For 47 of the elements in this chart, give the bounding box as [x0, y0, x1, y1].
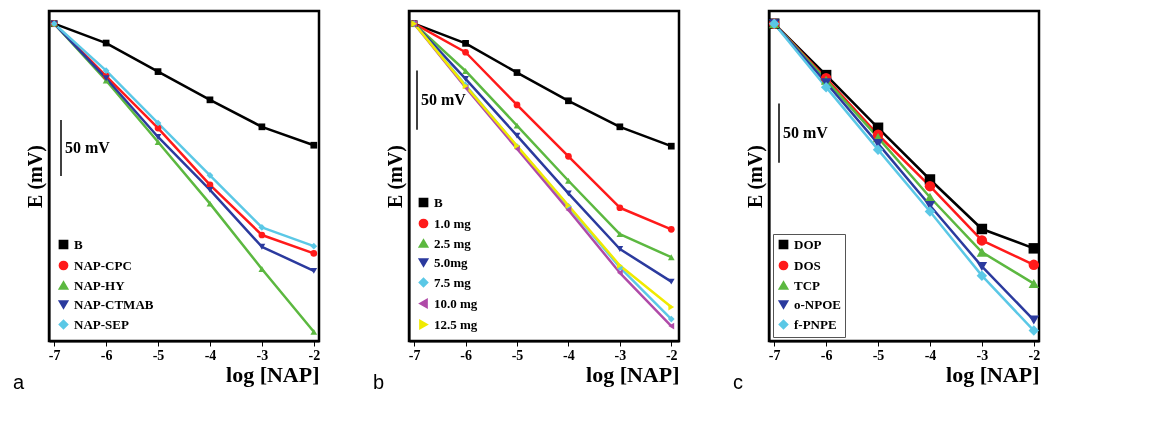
- x-tick-label: -6: [100, 347, 113, 363]
- x-tick-label: -3: [614, 347, 627, 363]
- x-tick-label: -4: [204, 347, 217, 363]
- legend-label: TCP: [794, 277, 821, 293]
- x-axis-title: log [NAP]: [226, 361, 320, 387]
- text: c: [733, 371, 743, 393]
- legend-label: 7.5 mg: [434, 274, 472, 290]
- text: a: [13, 371, 25, 393]
- legend-label: 5.0mg: [434, 254, 469, 270]
- y-axis-title: E (mV): [23, 145, 47, 208]
- x-tick-label: -6: [460, 347, 472, 363]
- x-tick-label: -4: [924, 347, 937, 363]
- x-tick-label: -2: [1028, 347, 1041, 363]
- x-tick-label: -7: [408, 347, 421, 363]
- x-tick-label: -3: [256, 347, 269, 363]
- legend-label: 1.0 mg: [434, 215, 472, 231]
- x-tick-label: -5: [511, 347, 524, 363]
- annotation: 50 mV: [65, 138, 111, 156]
- x-tick-label: -2: [665, 347, 678, 363]
- legend-label: f-PNPE: [794, 316, 837, 332]
- x-axis-title: log [NAP]: [946, 361, 1040, 387]
- legend-label: 12.5 mg: [434, 316, 478, 332]
- legend-label: 10.0 mg: [434, 295, 478, 311]
- x-tick-label: -6: [820, 347, 833, 363]
- x-tick-label: -2: [308, 347, 321, 363]
- text: b: [373, 371, 385, 393]
- legend-label: NAP-CTMAB: [74, 296, 154, 312]
- legend-label: B: [434, 194, 443, 210]
- x-tick-label: -4: [563, 347, 575, 363]
- legend-label: NAP-CPC: [74, 257, 132, 273]
- legend-label: NAP-HY: [74, 277, 126, 293]
- annotation: 50 mV: [421, 91, 467, 109]
- x-tick-label: -7: [768, 347, 781, 363]
- legend-label: B: [74, 236, 83, 252]
- legend-label: DOS: [794, 257, 821, 273]
- legend-label: 2.5 mg: [434, 235, 472, 251]
- legend-label: DOP: [794, 236, 822, 252]
- x-tick-label: -7: [48, 347, 61, 363]
- annotation: 50 mV: [783, 124, 829, 142]
- x-tick-label: -5: [152, 347, 165, 363]
- x-tick-label: -5: [872, 347, 885, 363]
- x-tick-label: -3: [976, 347, 989, 363]
- y-axis-title: E (mV): [743, 145, 767, 208]
- y-axis-title: E (mV): [383, 145, 407, 208]
- legend-label: o-NPOE: [794, 296, 841, 312]
- legend-label: NAP-SEP: [74, 316, 129, 332]
- x-axis-title: log [NAP]: [586, 361, 680, 387]
